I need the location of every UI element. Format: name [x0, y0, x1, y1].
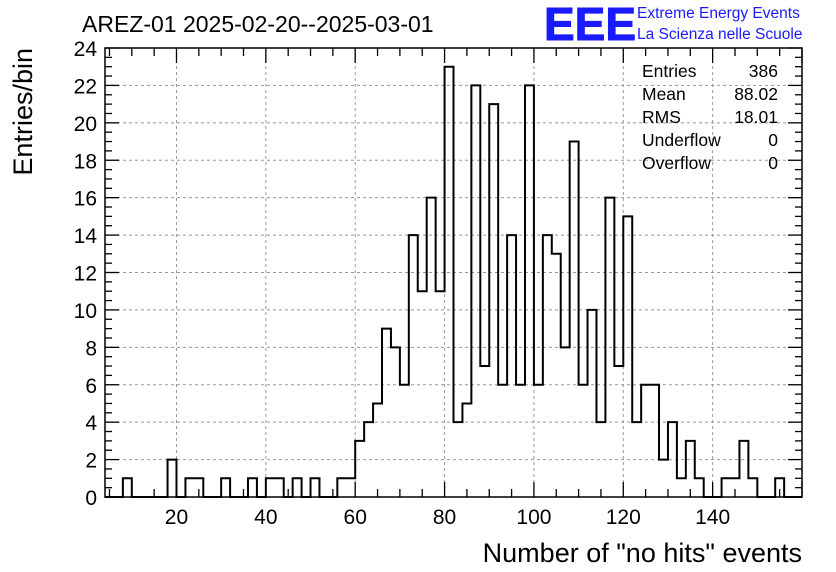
histogram-bin [480, 366, 489, 497]
histogram-bin [579, 385, 588, 497]
x-tick-label: 100 [516, 506, 551, 529]
y-tick-label: 10 [74, 300, 97, 323]
stat-value: 0 [768, 153, 778, 173]
histogram-bin [614, 366, 623, 497]
x-axis-ticks: 20 40 60 80 100 120 140 [108, 48, 803, 529]
histogram-bin [695, 478, 704, 497]
histogram-bin [516, 385, 525, 497]
stat-label: RMS [642, 107, 681, 127]
y-tick-label: 0 [85, 487, 97, 510]
histogram-bin [748, 478, 757, 497]
histogram-bin [355, 441, 364, 497]
histogram-bin [659, 460, 668, 497]
histogram-bin [507, 235, 516, 497]
y-tick-label: 8 [85, 337, 97, 360]
histogram-bin [445, 67, 454, 497]
y-tick-label: 24 [74, 38, 98, 61]
histogram-bin [418, 291, 427, 497]
histogram-bin [471, 85, 480, 497]
histogram-bin [543, 235, 552, 497]
chart-title: AREZ-01 2025-02-20--2025-03-01 [82, 11, 434, 37]
histogram-bin [311, 478, 320, 497]
histogram-bin [337, 478, 346, 497]
histogram-bin [489, 104, 498, 497]
x-tick-label: 140 [695, 506, 730, 529]
histogram-bin [400, 385, 409, 497]
x-tick-label: 60 [344, 506, 367, 529]
histogram-bin [382, 329, 391, 497]
logo-line1: Extreme Energy Events [637, 5, 800, 22]
eee-logo: EEE Extreme Energy Events La Scienza nel… [544, 0, 803, 51]
y-tick-label: 16 [74, 188, 97, 211]
histogram-bin [168, 460, 177, 497]
stat-label: Underflow [642, 130, 721, 150]
stat-label: Entries [642, 61, 697, 81]
histogram-bin [534, 385, 543, 497]
stat-value: 18.01 [734, 107, 778, 127]
stat-value: 0 [768, 130, 778, 150]
y-tick-label: 2 [85, 450, 97, 473]
histogram-bin [248, 478, 257, 497]
histogram-bin [570, 142, 579, 497]
histogram-bin [498, 385, 507, 497]
stats-box: Entries 386 Mean 88.02 RMS 18.01 Underflow 0 Ove… [642, 61, 778, 173]
histogram-bin [373, 403, 382, 497]
x-tick-label: 40 [254, 506, 277, 529]
histogram-bin [552, 254, 561, 497]
y-tick-label: 22 [74, 75, 97, 98]
histogram-bin [677, 478, 686, 497]
y-axis-label: Entries/bin [8, 48, 38, 176]
histogram-bin [221, 478, 230, 497]
x-axis-label: Number of "no hits" events [483, 538, 802, 568]
y-tick-label: 20 [74, 113, 97, 136]
histogram-bin [436, 291, 445, 497]
histogram-bin [623, 216, 632, 497]
y-tick-label: 18 [74, 150, 97, 173]
x-tick-label: 80 [433, 506, 456, 529]
histogram-bin [641, 385, 650, 497]
stat-value: 88.02 [734, 84, 778, 104]
histogram-bin [650, 385, 659, 497]
histogram-bin [185, 478, 194, 497]
histogram-bin [722, 478, 731, 497]
histogram-bin [346, 478, 355, 497]
histogram-bin [588, 310, 597, 497]
logo-line2: La Scienza nelle Scuole [637, 26, 802, 43]
histogram-bin [409, 235, 418, 497]
x-tick-label: 120 [606, 506, 641, 529]
histogram-bin [275, 478, 284, 497]
histogram-bin [686, 441, 695, 497]
stat-value: 386 [749, 61, 778, 81]
histogram-bin [739, 441, 748, 497]
x-tick-label: 20 [165, 506, 188, 529]
histogram-bin [293, 478, 302, 497]
y-tick-label: 6 [85, 375, 97, 398]
y-tick-label: 12 [74, 263, 97, 286]
histogram-bin [462, 403, 471, 497]
histogram-bin [525, 85, 534, 497]
logo-mark: EEE [544, 0, 636, 50]
y-tick-label: 4 [85, 412, 97, 435]
y-tick-label: 14 [74, 225, 98, 248]
stat-label: Mean [642, 84, 686, 104]
histogram-bin [123, 478, 132, 497]
histogram-bin [266, 478, 275, 497]
stat-label: Overflow [642, 153, 711, 173]
